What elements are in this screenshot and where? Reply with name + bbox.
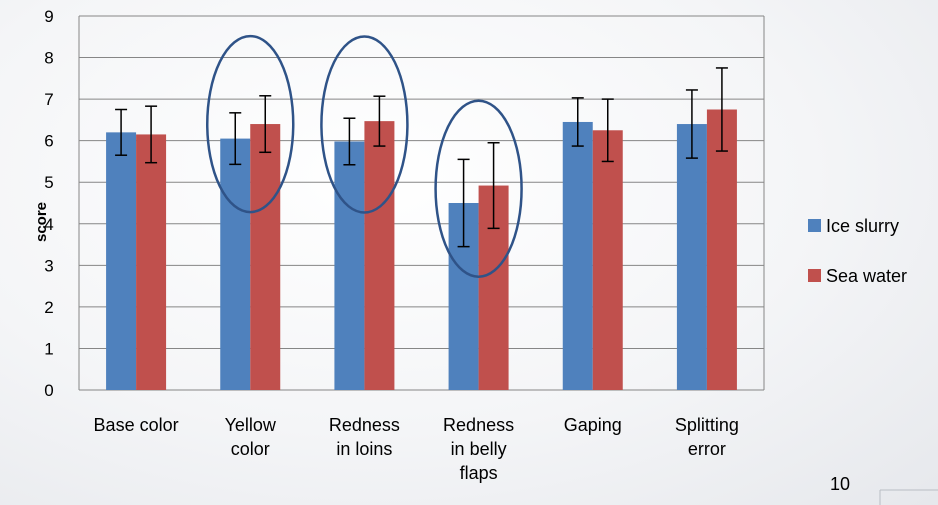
bar-sea-water: [592, 130, 623, 390]
legend: Ice slurry Sea water: [808, 216, 907, 286]
legend-swatch: [808, 219, 821, 232]
x-category-label: Base color: [94, 415, 179, 435]
y-tick-label: 0: [44, 381, 53, 400]
corner-decoration: [879, 489, 938, 505]
x-category-label: Yellow color: [225, 415, 277, 459]
x-category-label: Splitting error: [675, 415, 739, 459]
bar-sea-water: [136, 134, 167, 390]
bar-sea-water: [364, 121, 395, 390]
page-number: 10: [830, 474, 850, 494]
legend-label: Ice slurry: [826, 216, 899, 236]
highlight-ellipse: [320, 35, 409, 214]
bar-ice-slurry: [220, 138, 251, 390]
y-tick-label: 4: [44, 215, 53, 234]
y-tick-label: 2: [44, 298, 53, 317]
y-tick-label: 9: [44, 7, 53, 26]
x-category-label: Redness in loins: [329, 415, 400, 459]
y-tick-label: 7: [44, 90, 53, 109]
bar-sea-water: [706, 109, 737, 390]
y-tick-label: 6: [44, 132, 53, 151]
bar-ice-slurry: [106, 132, 137, 390]
y-axis-label: score: [33, 202, 50, 242]
x-category-label: Redness in belly flaps: [443, 415, 514, 483]
bar-sea-water: [250, 124, 281, 391]
bar-ice-slurry: [334, 141, 365, 390]
y-tick-label: 1: [44, 339, 53, 358]
y-tick-label: 3: [44, 256, 53, 275]
legend-label: Sea water: [826, 266, 907, 286]
highlight-ellipse: [206, 34, 295, 214]
bar-ice-slurry: [676, 124, 707, 391]
y-tick-label: 5: [44, 173, 53, 192]
x-category-label: Gaping: [564, 415, 622, 435]
highlight-ellipse: [434, 99, 523, 278]
y-tick-label: 8: [44, 49, 53, 68]
bar-ice-slurry: [562, 121, 593, 390]
legend-swatch: [808, 269, 821, 282]
